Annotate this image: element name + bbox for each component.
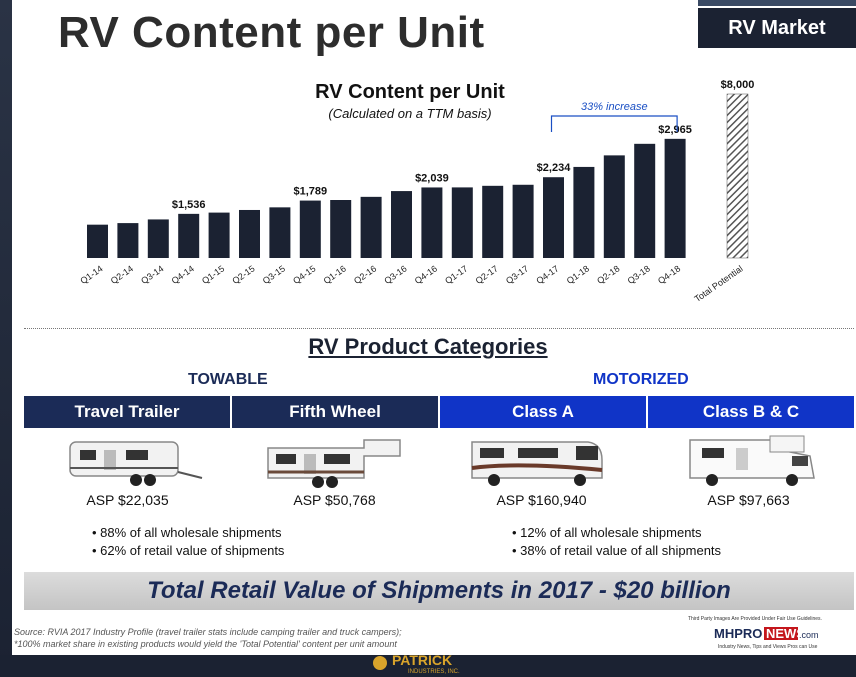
tick-label: Q2-16 bbox=[352, 263, 378, 286]
class-b-c-image bbox=[689, 435, 815, 486]
list-item: • 62% of retail value of shipments bbox=[92, 543, 285, 558]
bar-q2-18 bbox=[603, 155, 625, 258]
patrick-logo-sub: INDUSTRIES, INC. bbox=[408, 669, 460, 675]
source-line-2: *100% market share in existing products … bbox=[14, 639, 397, 649]
tab-class-b-c: Class B & C bbox=[648, 396, 854, 428]
motorized-bullets: • 12% of all wholesale shipments • 38% o… bbox=[512, 524, 721, 560]
mhp-logo-part-b: NEWS bbox=[766, 626, 805, 641]
data-label: $1,789 bbox=[293, 186, 327, 198]
tick-label: Q2-17 bbox=[474, 263, 500, 286]
bar-q1-18 bbox=[573, 166, 595, 258]
tick-label: Total Potential bbox=[693, 263, 745, 304]
bar-q2-17 bbox=[482, 185, 504, 258]
data-label: $8,000 bbox=[721, 79, 755, 91]
slide-bottom-edge bbox=[0, 655, 856, 677]
bar-q4-15 bbox=[299, 200, 321, 258]
data-label: $2,234 bbox=[537, 162, 572, 174]
tick-label: Q3-15 bbox=[261, 263, 287, 286]
list-item: • 38% of retail value of all shipments bbox=[512, 543, 722, 558]
fifth-wheel-image bbox=[267, 439, 401, 488]
section-badge: RV Market bbox=[698, 8, 856, 48]
bar-q4-17 bbox=[543, 177, 564, 258]
mhp-logo-part-a: MHPRO bbox=[714, 626, 762, 641]
tick-label: Q3-17 bbox=[504, 263, 530, 286]
total-retail-value: Total Retail Value of Shipments in 2017 … bbox=[24, 572, 854, 610]
bar-q1-17 bbox=[451, 187, 473, 258]
list-item: • 88% of all wholesale shipments bbox=[92, 525, 282, 540]
data-label: $2,965 bbox=[658, 124, 692, 136]
slide-left-edge bbox=[0, 0, 12, 677]
tick-label: Q2-14 bbox=[109, 263, 135, 286]
bar-q2-16 bbox=[360, 196, 382, 258]
tick-label: Q1-14 bbox=[78, 263, 104, 286]
tick-label: Q3-14 bbox=[139, 263, 165, 286]
bar-q1-14 bbox=[87, 224, 108, 258]
bar-q3-15 bbox=[269, 207, 291, 258]
towable-bullets: • 88% of all wholesale shipments • 62% o… bbox=[92, 524, 284, 560]
tick-label: Q1-15 bbox=[200, 263, 226, 286]
towable-heading: TOWABLE bbox=[188, 371, 268, 388]
logo-fineprint: Third Party Images Are Provided Under Fa… bbox=[688, 616, 822, 622]
chart-subtitle: (Calculated on a TTM basis) bbox=[328, 106, 491, 121]
data-label: $1,536 bbox=[172, 199, 206, 211]
section-divider bbox=[24, 328, 854, 329]
data-label: $2,039 bbox=[415, 172, 449, 184]
bar-total-potential bbox=[726, 93, 749, 259]
tick-label: Q2-15 bbox=[230, 263, 256, 286]
mhp-logo-part-c: .com bbox=[799, 630, 819, 640]
tick-label: Q1-18 bbox=[565, 263, 591, 286]
asp-class-b-c: ASP $97,663 bbox=[707, 492, 790, 508]
tick-label: Q4-14 bbox=[170, 263, 196, 286]
bar-q1-16 bbox=[330, 200, 352, 258]
tick-label: Q1-17 bbox=[443, 263, 469, 286]
tick-label: Q4-16 bbox=[413, 263, 439, 286]
bar-q1-15 bbox=[208, 212, 230, 258]
bar-q4-16 bbox=[421, 187, 443, 258]
bar-q3-18 bbox=[634, 143, 656, 258]
bar-q4-18 bbox=[664, 138, 686, 258]
bar-q4-14 bbox=[178, 213, 200, 258]
class-a-image bbox=[471, 441, 603, 486]
patrick-industries-logo: PATRICK INDUSTRIES, INC. bbox=[373, 652, 460, 675]
asp-fifth-wheel: ASP $50,768 bbox=[293, 492, 376, 508]
tick-label: Q1-16 bbox=[322, 263, 348, 286]
bar-q3-14 bbox=[147, 219, 169, 258]
categories-title: RV Product Categories bbox=[0, 334, 856, 360]
increase-annotation: 33% increase bbox=[581, 101, 648, 113]
category-tabs: Travel Trailer Fifth Wheel Class A Class… bbox=[24, 396, 854, 428]
tick-label: Q3-16 bbox=[382, 263, 408, 286]
tick-label: Q3-18 bbox=[626, 263, 652, 286]
mhp-logo-tagline: Industry News, Tips and Views Pros can U… bbox=[718, 644, 818, 650]
tab-class-a: Class A bbox=[440, 396, 648, 428]
bar-q3-17 bbox=[512, 184, 534, 258]
asp-class-a: ASP $160,940 bbox=[496, 492, 587, 508]
bar-q3-16 bbox=[391, 191, 412, 258]
tick-label: Q4-17 bbox=[534, 263, 560, 286]
motorized-heading: MOTORIZED bbox=[593, 371, 689, 388]
source-note: Source: RVIA 2017 Industry Profile (trav… bbox=[14, 626, 614, 650]
travel-trailer-image bbox=[69, 441, 203, 486]
tick-label: Q2-18 bbox=[595, 263, 621, 286]
badge-stripe bbox=[698, 0, 856, 6]
mhpronews-logo: MHPRO NEWS .com Industry News, Tips and … bbox=[714, 626, 819, 650]
increase-bracket-line bbox=[550, 115, 678, 132]
increase-bracket bbox=[550, 115, 678, 132]
patrick-logo-name: PATRICK bbox=[392, 652, 452, 668]
categories-title-text: RV Product Categories bbox=[308, 334, 548, 359]
asp-travel-trailer: ASP $22,035 bbox=[86, 492, 169, 508]
tab-travel-trailer: Travel Trailer bbox=[24, 396, 232, 428]
tab-fifth-wheel: Fifth Wheel bbox=[232, 396, 440, 428]
tick-label: Q4-15 bbox=[291, 263, 317, 286]
content-per-unit-chart: RV Content per Unit (Calculated on a TTM… bbox=[78, 79, 755, 304]
source-line-1: Source: RVIA 2017 Industry Profile (trav… bbox=[14, 627, 402, 637]
chart-title: RV Content per Unit bbox=[315, 81, 505, 103]
list-item: • 12% of all wholesale shipments bbox=[512, 525, 702, 540]
bar-q2-14 bbox=[117, 223, 139, 258]
tick-label: Q4-18 bbox=[656, 263, 682, 286]
page-title: RV Content per Unit bbox=[58, 8, 485, 57]
bar-q2-15 bbox=[239, 209, 260, 258]
